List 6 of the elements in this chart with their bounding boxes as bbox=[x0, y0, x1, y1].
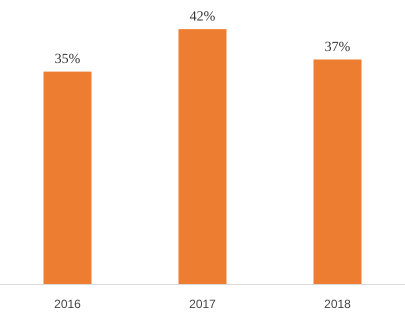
x-tick-label: 2018 bbox=[324, 297, 352, 311]
data-label: 42% bbox=[190, 10, 216, 25]
data-label: 35% bbox=[54, 52, 81, 68]
x-tick-label: 2017 bbox=[189, 297, 216, 311]
x-tick-label: 2016 bbox=[54, 297, 82, 311]
data-label: 37% bbox=[324, 40, 351, 55]
